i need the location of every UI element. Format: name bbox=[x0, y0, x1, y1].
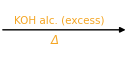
Text: KOH alc. (excess): KOH alc. (excess) bbox=[14, 16, 104, 26]
Text: Δ: Δ bbox=[51, 34, 59, 47]
